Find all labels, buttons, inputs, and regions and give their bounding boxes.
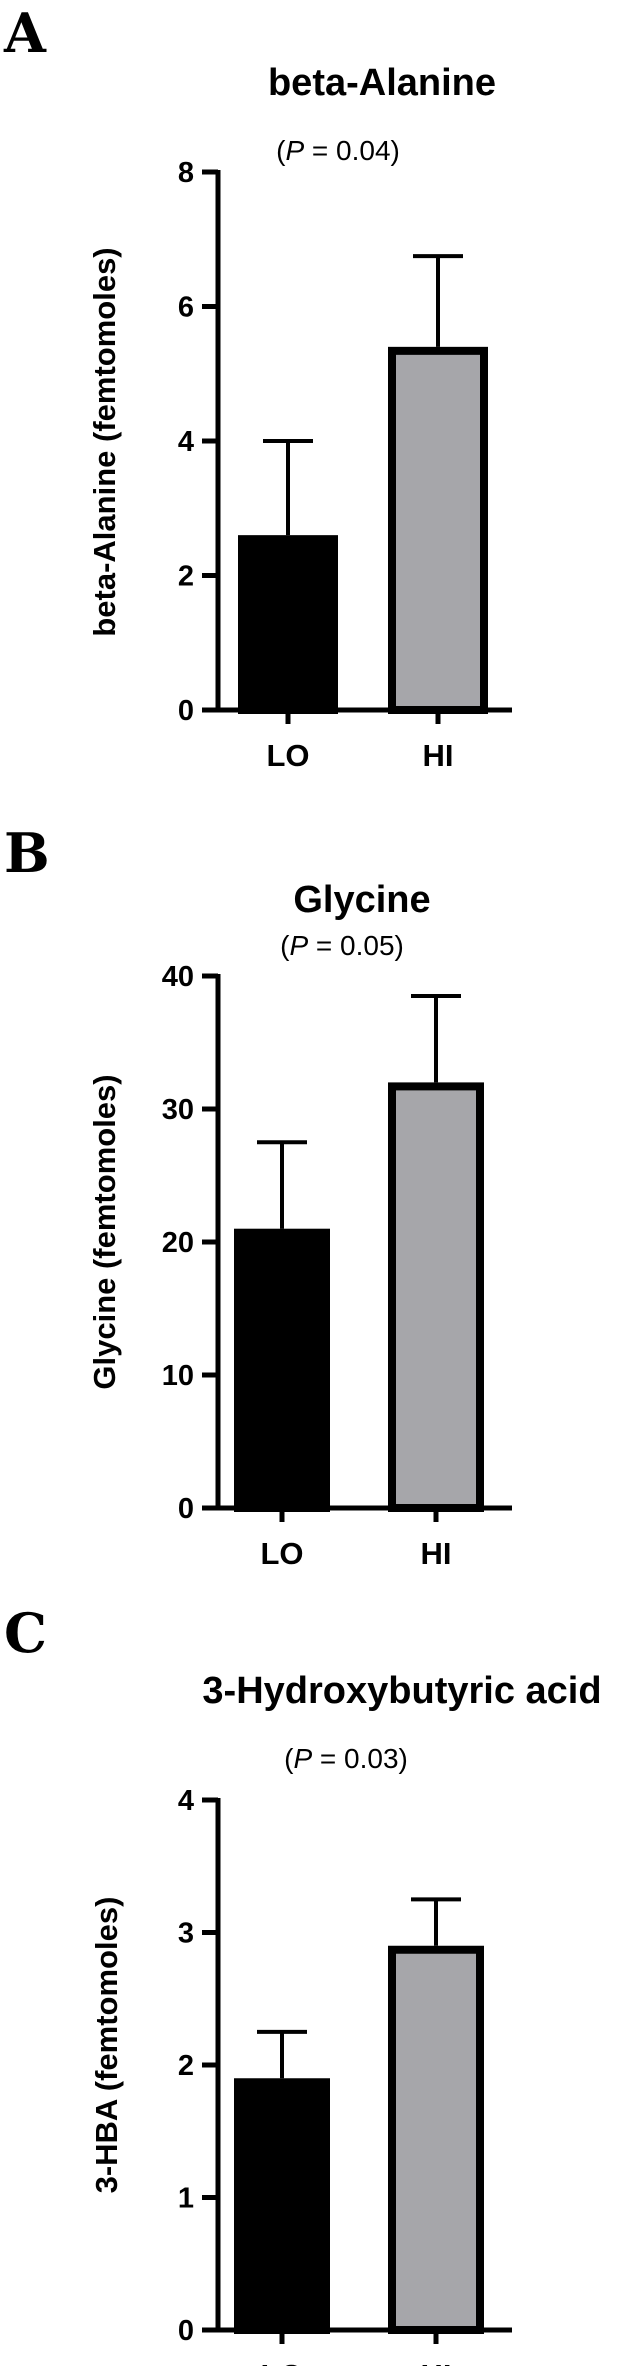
- y-axis-label: 3-HBA (femtomoles): [89, 1897, 124, 2194]
- p-value-prefix: (: [280, 930, 290, 961]
- y-tick-label: 8: [178, 157, 194, 189]
- bar-hi: [388, 1945, 484, 2334]
- panel-letter: C: [4, 1601, 47, 1665]
- x-tick-label: HI: [421, 1536, 452, 1571]
- plot-area: 0 1 2 3 4 LO HI: [178, 1785, 512, 2366]
- y-tick-label: 40: [162, 961, 194, 993]
- plot-area: 0 10 20 30 40 LO HI: [162, 961, 512, 1571]
- p-value-prefix: (: [276, 135, 286, 166]
- p-value-symbol: P: [293, 1743, 312, 1774]
- x-tick-label: HI: [423, 738, 454, 773]
- y-tick-label: 20: [162, 1227, 194, 1259]
- panel-c: C 3-Hydroxybutyric acid (P = 0.03) 3-HBA…: [4, 1601, 602, 2366]
- bar-lo: [234, 1228, 330, 1512]
- chart-title: beta-Alanine: [268, 62, 496, 104]
- y-tick-label: 4: [178, 1785, 194, 1817]
- chart-title: Glycine: [293, 879, 430, 921]
- panel-letter: B: [4, 821, 50, 885]
- bar-lo: [234, 2078, 330, 2334]
- bar-hi: [388, 346, 488, 714]
- chart-title: 3-Hydroxybutyric acid: [202, 1670, 601, 1712]
- plot-area: 0 2 4 6 8 LO HI: [178, 157, 512, 773]
- x-tick-label: HI: [421, 2358, 452, 2366]
- p-value-symbol: P: [289, 930, 308, 961]
- p-value: (P = 0.05): [280, 930, 404, 961]
- p-value-suffix: = 0.04): [304, 135, 400, 166]
- panel-a: A beta-Alanine (P = 0.04) beta-Alanine (…: [3, 1, 512, 773]
- panel-letter: A: [3, 1, 47, 65]
- p-value: (P = 0.03): [284, 1743, 408, 1774]
- x-tick-label: LO: [260, 1536, 303, 1571]
- p-value: (P = 0.04): [276, 135, 400, 166]
- y-tick-label: 6: [178, 292, 194, 324]
- y-axis-label: Glycine (femtomoles): [87, 1074, 122, 1389]
- p-value-prefix: (: [284, 1743, 294, 1774]
- bar-lo: [238, 535, 338, 715]
- y-tick-label: 0: [178, 1493, 194, 1525]
- y-tick-label: 2: [178, 2050, 194, 2082]
- bar-hi: [388, 1082, 484, 1513]
- p-value-suffix: = 0.03): [312, 1743, 408, 1774]
- y-tick-label: 0: [178, 695, 194, 727]
- y-tick-label: 4: [178, 426, 194, 458]
- x-tick-label: LO: [266, 738, 309, 773]
- y-tick-label: 2: [178, 561, 194, 593]
- y-tick-label: 1: [178, 2183, 194, 2215]
- panel-b: B Glycine (P = 0.05) Glycine (femtomoles…: [4, 821, 512, 1571]
- y-tick-label: 10: [162, 1360, 194, 1392]
- y-tick-label: 0: [178, 2315, 194, 2347]
- y-axis-label: beta-Alanine (femtomoles): [87, 247, 122, 636]
- x-tick-label: LO: [260, 2358, 303, 2366]
- y-tick-label: 3: [178, 1918, 194, 1950]
- p-value-symbol: P: [285, 135, 304, 166]
- y-tick-label: 30: [162, 1094, 194, 1126]
- p-value-suffix: = 0.05): [308, 930, 404, 961]
